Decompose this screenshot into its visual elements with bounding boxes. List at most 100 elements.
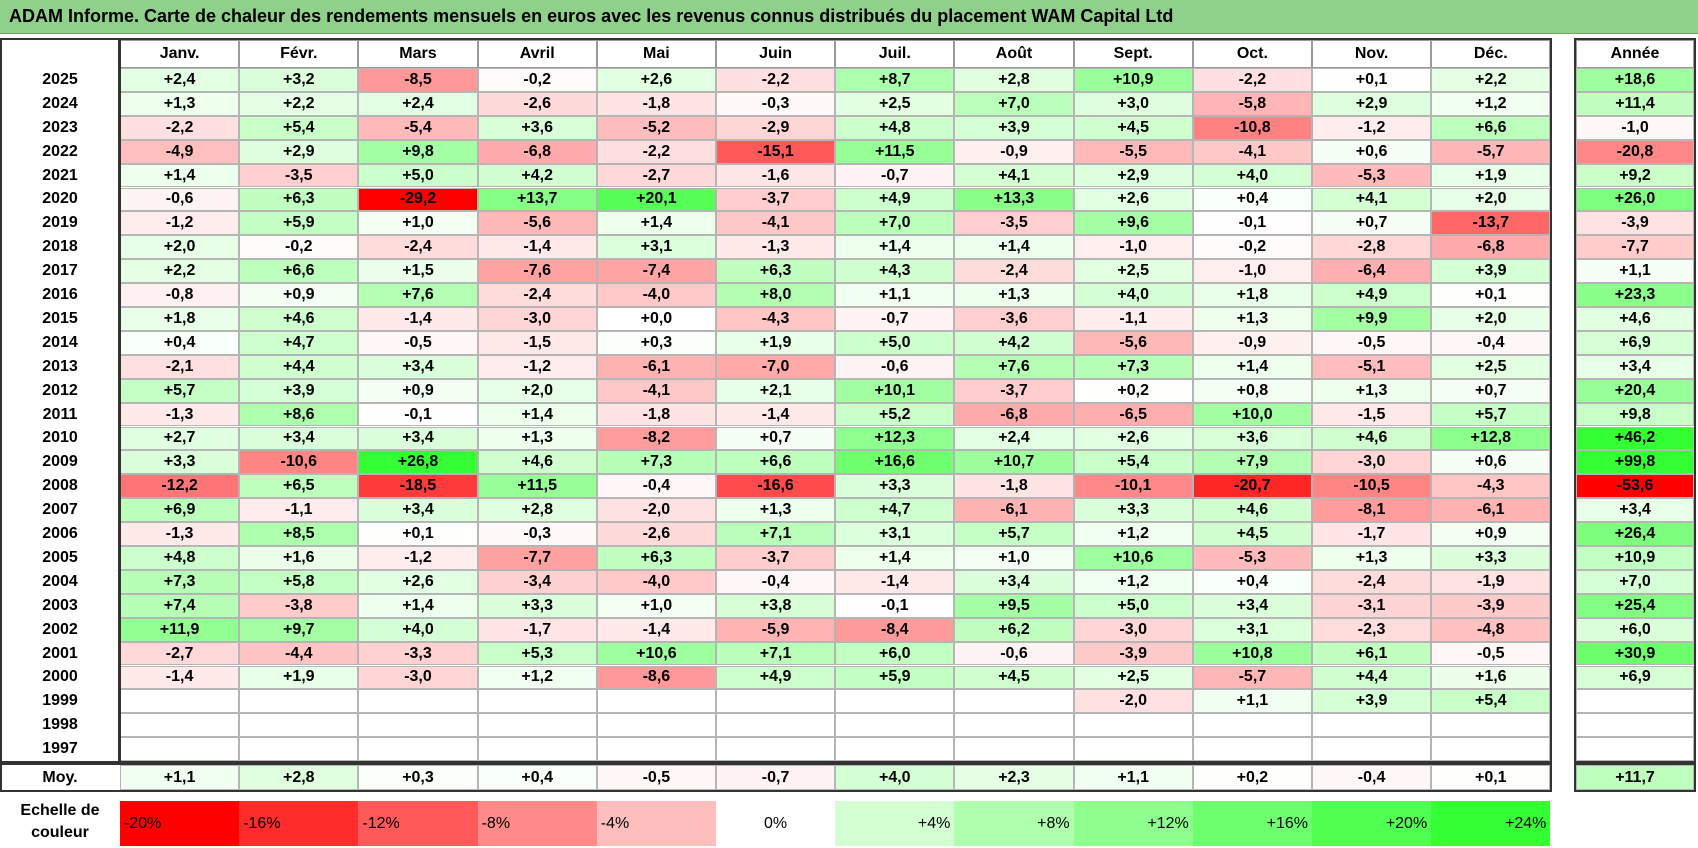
heatmap-cell: +4,0 <box>1073 283 1193 307</box>
avg-row-frame <box>0 763 1553 792</box>
color-scale-stop: -12% <box>358 801 478 846</box>
heatmap-cell: -4,1 <box>716 211 836 236</box>
heatmap-cell: +1,0 <box>954 546 1074 570</box>
column-header: Janv. <box>120 40 240 68</box>
heatmap-cell: +4,5 <box>1073 115 1193 140</box>
heatmap-cell: -3,4 <box>477 569 597 594</box>
heatmap-cell: +7,9 <box>1192 450 1312 475</box>
heatmap-cell: +0,2 <box>1073 378 1193 403</box>
heatmap-cell: +5,8 <box>239 569 359 594</box>
heatmap-cell: -5,6 <box>477 211 597 236</box>
heatmap-cell: -3,0 <box>1312 450 1432 475</box>
heatmap-cell <box>835 689 955 714</box>
heatmap-cell <box>596 713 716 738</box>
heatmap-cell: -1,2 <box>477 354 597 379</box>
heatmap-cell: -1,7 <box>1312 522 1432 546</box>
heatmap-cell: +11,5 <box>477 474 597 499</box>
heatmap-cell: -1,4 <box>835 569 955 594</box>
heatmap-cell: -1,3 <box>716 235 836 260</box>
heatmap-cell: -4,0 <box>596 569 716 594</box>
avg-cell: +1,1 <box>1073 765 1193 790</box>
heatmap-cell: -7,7 <box>477 546 597 570</box>
column-header: Nov. <box>1312 40 1432 68</box>
title-bar: ADAM Informe. Carte de chaleur des rende… <box>0 0 1698 34</box>
heatmap-cell: -13,7 <box>1431 211 1551 236</box>
heatmap-cell: +20,1 <box>596 187 716 212</box>
annual-cell: +99,8 <box>1576 450 1694 475</box>
heatmap-cell: +5,9 <box>239 211 359 236</box>
heatmap-cell: +7,3 <box>1073 354 1193 379</box>
heatmap-cell: -4,1 <box>596 378 716 403</box>
heatmap-cell: +0,9 <box>358 378 478 403</box>
annual-cell: +26,0 <box>1576 187 1694 212</box>
row-label: 1999 <box>42 692 78 710</box>
heatmap-cell <box>596 689 716 714</box>
heatmap-cell: +10,1 <box>835 378 955 403</box>
heatmap-cell: +8,0 <box>716 283 836 307</box>
heatmap-cell: +4,3 <box>835 259 955 284</box>
heatmap-cell: -5,8 <box>1192 91 1312 116</box>
heatmap-cell: -20,7 <box>1192 474 1312 499</box>
heatmap-cell: -7,0 <box>716 354 836 379</box>
heatmap-cell: +0,0 <box>596 307 716 331</box>
row-label: 2002 <box>42 620 78 638</box>
heatmap-cell: +0,9 <box>1431 522 1551 546</box>
heatmap-cell: +4,7 <box>239 330 359 355</box>
heatmap-cell: +2,4 <box>120 68 240 92</box>
annual-cell: +46,2 <box>1576 426 1694 451</box>
heatmap-cell: -0,9 <box>1192 330 1312 355</box>
heatmap-cell: -2,1 <box>120 354 240 379</box>
heatmap-cell: -1,2 <box>120 211 240 236</box>
heatmap-cell: +1,5 <box>358 259 478 284</box>
heatmap-cell: +0,4 <box>1192 187 1312 212</box>
heatmap-cell: -5,3 <box>1192 546 1312 570</box>
heatmap-cell: -0,4 <box>596 474 716 499</box>
heatmap-cell: -8,1 <box>1312 498 1432 523</box>
heatmap-cell: +3,9 <box>954 115 1074 140</box>
heatmap-cell: -1,5 <box>477 330 597 355</box>
heatmap-cell: +1,4 <box>954 235 1074 260</box>
heatmap-cell: -8,6 <box>596 665 716 690</box>
heatmap-cell: -4,9 <box>120 139 240 164</box>
heatmap-cell: -6,8 <box>477 139 597 164</box>
heatmap-cell: +6,9 <box>120 498 240 523</box>
chart-title: ADAM Informe. Carte de chaleur des rende… <box>9 6 1174 26</box>
heatmap-cell <box>1312 737 1432 762</box>
heatmap-cell: -1,4 <box>596 617 716 642</box>
color-scale-stop: -4% <box>596 801 716 846</box>
color-scale-stop: -20% <box>120 801 240 846</box>
heatmap-cell: +1,4 <box>358 593 478 618</box>
heatmap-cell: +9,5 <box>954 593 1074 618</box>
heatmap-cell: +4,0 <box>358 617 478 642</box>
annual-cell: +10,9 <box>1576 546 1694 570</box>
heatmap-cell: +1,3 <box>954 283 1074 307</box>
heatmap-cell: +2,6 <box>1073 187 1193 212</box>
row-label: 2016 <box>42 286 78 304</box>
row-label: 2008 <box>42 477 78 495</box>
heatmap-cell: +3,9 <box>1431 259 1551 284</box>
heatmap-cell: -2,6 <box>477 91 597 116</box>
heatmap-cell: +9,8 <box>358 139 478 164</box>
heatmap-cell: -2,2 <box>1192 68 1312 92</box>
heatmap-cell <box>477 689 597 714</box>
heatmap-cell: +4,8 <box>835 115 955 140</box>
heatmap-cell: -2,6 <box>596 522 716 546</box>
row-label: 2025 <box>42 70 78 88</box>
heatmap-cell: +2,1 <box>716 378 836 403</box>
heatmap-cell: -4,0 <box>596 283 716 307</box>
color-scale-stop: -16% <box>239 801 359 846</box>
heatmap-cell: +5,0 <box>835 330 955 355</box>
heatmap-cell: -0,4 <box>1431 330 1551 355</box>
color-scale-label-line2: couleur <box>31 824 89 841</box>
heatmap-cell: +3,4 <box>1192 593 1312 618</box>
heatmap-cell: -10,6 <box>239 450 359 475</box>
heatmap-cell: -3,7 <box>716 546 836 570</box>
heatmap-cell: +13,3 <box>954 187 1074 212</box>
heatmap-cell: -4,3 <box>716 307 836 331</box>
heatmap-cell: -2,7 <box>120 641 240 666</box>
heatmap-cell: -0,6 <box>120 187 240 212</box>
heatmap-cell: +3,3 <box>1073 498 1193 523</box>
heatmap-cell: -0,1 <box>1192 211 1312 236</box>
row-label: 2024 <box>42 94 78 112</box>
heatmap-cell: +10,0 <box>1192 402 1312 427</box>
